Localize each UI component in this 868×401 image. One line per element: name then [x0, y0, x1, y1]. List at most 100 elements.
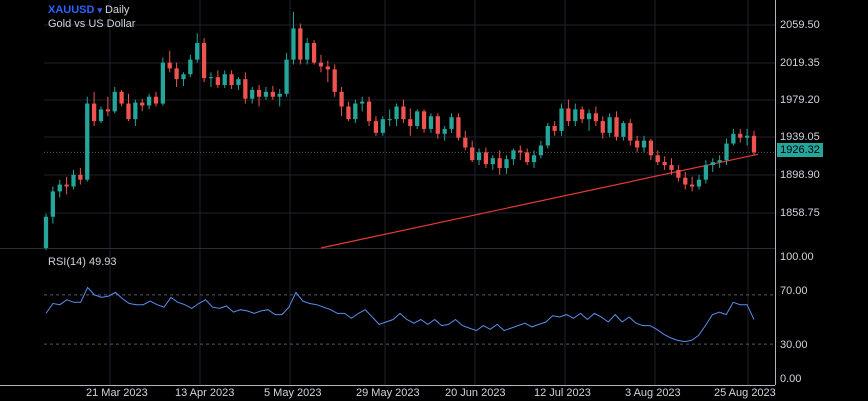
time-axis-label: 3 Aug 2023 — [625, 387, 681, 399]
rsi-axis-label: 70.00 — [780, 285, 808, 297]
candle-body — [229, 74, 234, 86]
candle-body — [346, 106, 351, 120]
price-axis-label: 1858.75 — [780, 207, 820, 219]
candle-body — [236, 79, 241, 86]
candle-body — [531, 155, 537, 163]
candle-body — [181, 74, 186, 80]
candle-body — [119, 91, 124, 104]
candle-body — [43, 216, 49, 248]
candle-body — [284, 59, 289, 94]
timeframe-label[interactable]: Daily — [104, 4, 130, 16]
chevron-down-icon[interactable]: ▾ — [97, 5, 102, 15]
candle-body — [256, 89, 262, 97]
rsi-line — [45, 286, 755, 343]
candle-body — [449, 117, 454, 129]
candle-body — [415, 111, 420, 126]
candle-body — [552, 126, 557, 131]
candle-body — [738, 133, 743, 138]
candle-body — [195, 43, 200, 60]
time-axis-label: 21 Mar 2023 — [86, 387, 148, 399]
candle-body — [566, 108, 571, 122]
candle-body — [456, 117, 461, 138]
rsi-label: RSI(14) 49.93 — [48, 256, 117, 268]
candle-body — [140, 102, 145, 106]
candle-body — [250, 89, 255, 99]
candle-body — [628, 123, 633, 141]
candle-body — [442, 128, 447, 134]
candle-body — [511, 150, 516, 160]
candle-body — [105, 109, 110, 112]
candle-body — [126, 103, 131, 120]
candle-body — [607, 117, 612, 133]
candle-body — [421, 111, 427, 129]
candle-body — [318, 62, 324, 67]
candle-body — [85, 103, 90, 180]
candle-body — [710, 162, 715, 166]
candle-body — [731, 133, 736, 144]
candle-body — [339, 91, 344, 107]
candle-body — [353, 103, 358, 120]
candle-body — [360, 101, 365, 104]
candle-body — [291, 28, 296, 60]
candle-body — [387, 119, 392, 121]
candle-body — [641, 140, 647, 148]
candle-body — [332, 69, 337, 92]
candle-body — [476, 152, 482, 161]
candle-body — [751, 135, 757, 153]
candle-body — [703, 165, 709, 180]
candle-body — [483, 152, 489, 165]
time-axis-label: 12 Jul 2023 — [534, 387, 591, 399]
candle-body — [71, 174, 76, 187]
candle-body — [621, 123, 626, 137]
time-axis-label: 29 May 2023 — [356, 387, 420, 399]
candle-body — [112, 91, 117, 112]
candle-body — [504, 159, 509, 168]
candle-body — [394, 106, 399, 120]
candle-body — [167, 62, 172, 69]
last-price-tag: 1926.32 — [777, 143, 823, 157]
candle-body — [635, 140, 640, 148]
candle-body — [270, 91, 275, 97]
candle-body — [470, 147, 475, 161]
candle-body — [518, 150, 523, 153]
candle-body — [648, 140, 654, 156]
candle-body — [305, 43, 310, 60]
candle-body — [401, 106, 406, 120]
candle-body — [525, 152, 530, 163]
time-axis-label: 13 Apr 2023 — [175, 387, 235, 399]
candle-body — [669, 165, 674, 170]
candle-body — [744, 135, 750, 138]
candle-body — [655, 155, 660, 163]
candle-body — [201, 43, 207, 79]
candle-body — [559, 108, 564, 131]
symbol-header[interactable]: XAUUSD ▾ Daily — [48, 4, 129, 16]
candle-body — [215, 77, 220, 86]
candle-body — [373, 121, 379, 133]
candle-body — [243, 79, 248, 99]
candle-body — [490, 158, 495, 165]
candle-body — [497, 158, 502, 168]
candle-body — [98, 109, 104, 122]
candle-body — [717, 160, 722, 163]
candle-body — [580, 109, 585, 120]
candle-body — [91, 103, 97, 122]
candle-body — [78, 174, 83, 180]
candle-body — [188, 59, 193, 75]
candle-body — [298, 28, 303, 60]
price-axis-label: 1979.20 — [780, 94, 820, 106]
time-axis-label: 5 May 2023 — [264, 387, 322, 399]
candle-body — [435, 116, 440, 134]
candle-body — [662, 162, 667, 166]
price-axis-label: 1939.05 — [780, 131, 820, 143]
candle-body — [463, 137, 468, 148]
candle-body — [696, 179, 702, 187]
candle-body — [311, 43, 317, 63]
candle-body — [428, 116, 434, 129]
candle-body — [614, 117, 619, 137]
candle-body — [586, 113, 592, 120]
price-axis-label: 2059.50 — [780, 19, 820, 31]
candle-body — [133, 102, 138, 120]
price-axis-label: 2019.35 — [780, 57, 820, 69]
symbol-name[interactable]: XAUUSD — [48, 4, 95, 16]
